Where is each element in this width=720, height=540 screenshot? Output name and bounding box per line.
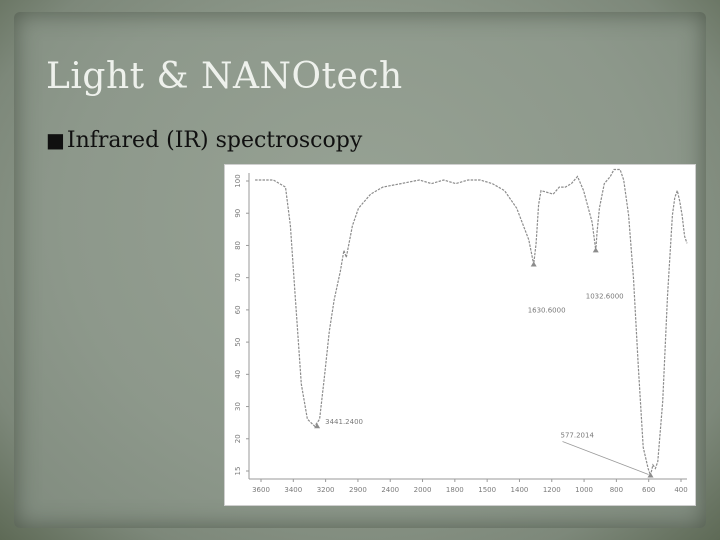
peak-label: 3441.2400 xyxy=(325,418,363,426)
x-tick-label: 2000 xyxy=(414,486,432,494)
y-tick-label: 60 xyxy=(234,305,242,314)
bullet-item: ■Infrared (IR) spectroscopy xyxy=(46,128,362,153)
x-tick-label: 1000 xyxy=(575,486,593,494)
peak-label: 577.2014 xyxy=(561,431,595,439)
y-tick-label: 20 xyxy=(234,434,242,443)
x-tick-label: 600 xyxy=(642,486,655,494)
x-tick-label: 3400 xyxy=(284,486,302,494)
y-tick-label: 15 xyxy=(234,467,242,476)
x-tick-label: 2900 xyxy=(349,486,367,494)
chart-svg: 100 90 80 70 60 50 40 30 20 15 3600 3400 3200 2900 240… xyxy=(234,168,688,494)
y-tick-label: 50 xyxy=(234,338,242,347)
peak-marker xyxy=(314,423,321,429)
peak-label: 1032.6000 xyxy=(586,292,624,300)
ir-spectrum-chart: 100 90 80 70 60 50 40 30 20 15 3600 3400 3200 2900 240… xyxy=(224,164,696,506)
peak-leader-line xyxy=(562,441,649,475)
x-tick-label: 800 xyxy=(610,486,623,494)
peak-marker xyxy=(647,472,654,478)
y-tick-label: 40 xyxy=(234,370,242,379)
x-tick-label: 1400 xyxy=(511,486,529,494)
y-tick-label: 80 xyxy=(234,241,242,250)
y-tick-label: 30 xyxy=(234,402,242,411)
y-tick-label: 70 xyxy=(234,273,242,282)
spectrum-line xyxy=(255,168,688,478)
bullet-icon: ■ xyxy=(46,128,65,152)
peak-label: 1630.6000 xyxy=(528,306,566,314)
peak-marker xyxy=(592,247,599,253)
x-tick-label: 1500 xyxy=(478,486,496,494)
bullet-text: Infrared (IR) spectroscopy xyxy=(66,128,363,153)
x-tick-label: 1200 xyxy=(543,486,561,494)
peak-marker xyxy=(530,261,537,267)
x-tick-label: 400 xyxy=(674,486,687,494)
x-tick-label: 2400 xyxy=(381,486,399,494)
y-tick-label: 90 xyxy=(234,209,242,218)
x-tick-label: 1800 xyxy=(446,486,464,494)
y-tick-label: 100 xyxy=(234,174,242,187)
x-tick-label: 3200 xyxy=(317,486,335,494)
x-tick-label: 3600 xyxy=(252,486,270,494)
slide-title: Light & NANOtech xyxy=(46,56,403,97)
